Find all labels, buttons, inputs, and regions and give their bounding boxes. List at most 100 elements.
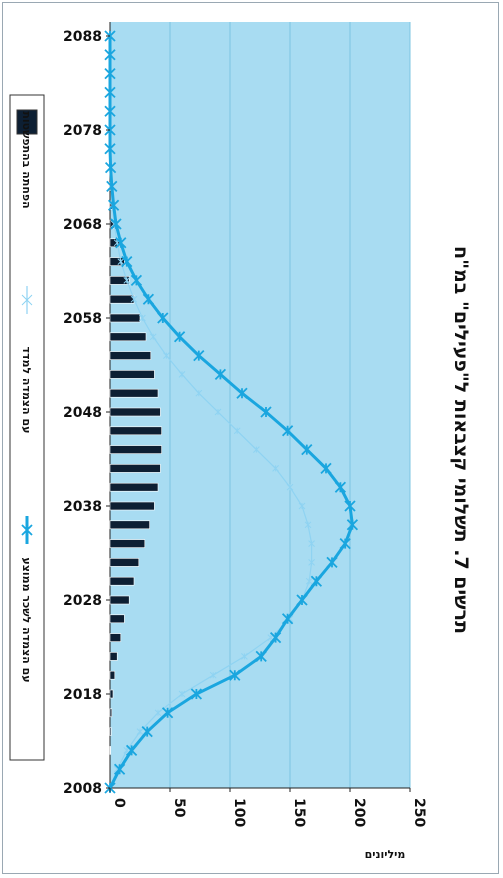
- year-tick-label: 2028: [63, 593, 102, 609]
- legend-swatch-marker: [21, 524, 33, 536]
- wage-series-point: [121, 255, 133, 268]
- wage-series-point: [339, 537, 351, 550]
- year-tick-label: 2018: [63, 687, 102, 703]
- indexed-series-point: [195, 389, 203, 397]
- indexed-series-point: [298, 502, 306, 510]
- wage-series-point: [193, 349, 205, 362]
- wage-series-point: [344, 500, 356, 512]
- wage-series-point: [281, 425, 294, 437]
- bar: [109, 426, 162, 436]
- indexed-series-point: [214, 408, 222, 416]
- wage-series-point: [269, 631, 282, 644]
- indexed-series-point: [304, 521, 312, 529]
- wage-series-point: [326, 556, 338, 569]
- wage-series-point: [214, 368, 227, 381]
- wage-series-point: [104, 143, 116, 155]
- bar: [109, 633, 122, 642]
- value-tick-label: 150: [291, 798, 307, 827]
- wage-series-point: [281, 613, 294, 625]
- bar: [109, 482, 159, 492]
- legend-label: הפחתה בהתפשטות: [20, 111, 33, 208]
- indexed-series-point: [286, 483, 294, 491]
- wage-series-point: [334, 481, 347, 493]
- legend-label: עם הצמדה למדד: [20, 347, 33, 434]
- wage-series-point: [346, 519, 359, 531]
- wage-series-point: [255, 650, 267, 663]
- indexed-series-point: [163, 352, 170, 359]
- wage-series-point: [104, 67, 116, 80]
- wage-series-point: [113, 763, 126, 775]
- legend-box: [9, 94, 45, 761]
- year-tick-label: 2008: [63, 781, 102, 797]
- wage-series-point: [301, 443, 313, 456]
- indexed-series-point: [209, 671, 217, 679]
- wage-series-point: [107, 199, 120, 211]
- wage-series-point: [310, 575, 323, 587]
- indexed-series-point: [241, 653, 248, 660]
- value-axis-title: מיליונים: [365, 848, 406, 861]
- indexed-series-point: [305, 577, 313, 585]
- wage-series-point: [110, 218, 122, 230]
- value-tick-label: 100: [231, 798, 247, 827]
- bar: [109, 539, 146, 548]
- indexed-series-point: [130, 295, 138, 303]
- indexed-series-point: [117, 258, 125, 265]
- bar: [109, 332, 147, 342]
- bar: [109, 501, 155, 511]
- chart-title: תרשים 7. תשלומי קצבאות ל"פעילים" במ"ח: [450, 246, 472, 634]
- year-tick-label: 2038: [63, 499, 102, 515]
- wage-series-point: [173, 331, 186, 343]
- wage-series-point: [229, 669, 241, 681]
- wage-series-point: [190, 688, 203, 700]
- bar: [109, 351, 152, 360]
- value-tick-label: 250: [411, 798, 427, 827]
- bar: [109, 388, 159, 398]
- bar: [109, 708, 113, 718]
- bar: [109, 746, 111, 755]
- wage-series-point: [161, 707, 174, 719]
- legend-swatch-marker: [21, 294, 33, 306]
- value-tick-label: 0: [111, 798, 127, 808]
- year-tick-label: 2068: [63, 217, 102, 233]
- indexed-series-point: [233, 427, 241, 435]
- wage-series-point: [104, 86, 116, 99]
- bar: [109, 294, 135, 304]
- indexed-series-point: [123, 277, 131, 284]
- bar: [109, 445, 162, 454]
- indexed-series-point: [178, 371, 186, 378]
- bar: [109, 257, 125, 266]
- wage-series-point: [104, 49, 116, 61]
- indexed-series-point: [308, 559, 315, 566]
- wage-series-point: [296, 594, 308, 606]
- wage-series-point: [130, 274, 143, 287]
- wage-series-point: [115, 237, 127, 249]
- wage-series-point: [141, 725, 153, 738]
- bar: [109, 407, 161, 417]
- year-tick-label: 2058: [63, 311, 102, 327]
- value-tick-label: 50: [171, 798, 187, 818]
- wage-series-point: [104, 161, 117, 174]
- wage-series-point: [106, 180, 118, 193]
- legend-swatch-bars: [16, 109, 38, 135]
- indexed-series-point: [149, 333, 157, 341]
- plot-area: [110, 22, 410, 788]
- bar: [109, 464, 161, 473]
- indexed-series-point: [253, 446, 260, 453]
- year-tick-label: 2078: [63, 123, 102, 139]
- wage-series-point: [320, 462, 332, 475]
- wage-series-point: [104, 105, 116, 117]
- wage-series-point: [142, 293, 155, 305]
- wage-series-point: [236, 387, 248, 399]
- wage-series-point: [125, 744, 138, 757]
- indexed-series-point: [308, 540, 315, 547]
- legend-label: עם הצמדה לשכר ממוצע: [20, 557, 33, 682]
- year-tick-label: 2088: [63, 29, 102, 45]
- indexed-series-point: [136, 728, 144, 735]
- bar: [109, 370, 155, 379]
- bar: [109, 689, 114, 699]
- bar: [109, 276, 130, 285]
- wage-series-point: [260, 406, 272, 418]
- bar: [109, 595, 130, 605]
